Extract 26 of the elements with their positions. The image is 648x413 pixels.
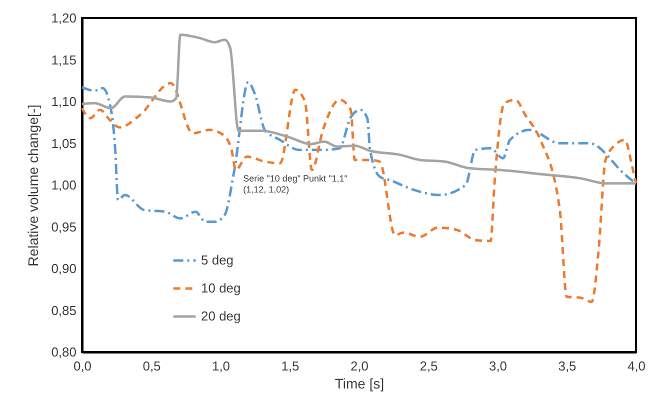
line-series: [80, 33, 638, 185]
x-tick-label: 0,0: [73, 358, 92, 374]
x-tick-label: 1,5: [281, 358, 300, 374]
x-tick-label: 1,0: [212, 358, 230, 374]
x-tick-label: 4,0: [627, 358, 646, 374]
y-tick-label: 0,85: [51, 302, 76, 318]
y-tick-label: 1,10: [51, 94, 76, 109]
x-tick-label: 2,0: [350, 358, 369, 374]
x-tick-label: 0,5: [142, 358, 161, 374]
y-axis-title: Relative volume change[-]: [25, 104, 42, 266]
legend-label: 20 deg: [201, 308, 241, 324]
y-tick-label: 0,95: [51, 219, 76, 234]
x-tick-label: 2,5: [420, 358, 438, 374]
y-tick-label: 1,05: [51, 136, 76, 151]
line-series: [80, 82, 638, 304]
x-axis-title: Time [s]: [334, 376, 384, 392]
y-tick-label: 1,15: [51, 52, 76, 68]
x-tick-label: 3,0: [488, 358, 508, 374]
y-tick-label: 0,90: [51, 261, 76, 276]
y-tick-label: 1,00: [51, 178, 76, 192]
x-tick-label: 3,5: [558, 358, 576, 374]
legend-label: 5 deg: [201, 252, 234, 268]
y-tick-label: 0,80: [51, 344, 76, 360]
annotation: Serie "10 deg" Punkt "1,1" (1,12, 1,02): [243, 173, 348, 194]
y-tick-label: 1,20: [51, 10, 76, 26]
legend-label: 10 deg: [201, 280, 241, 296]
